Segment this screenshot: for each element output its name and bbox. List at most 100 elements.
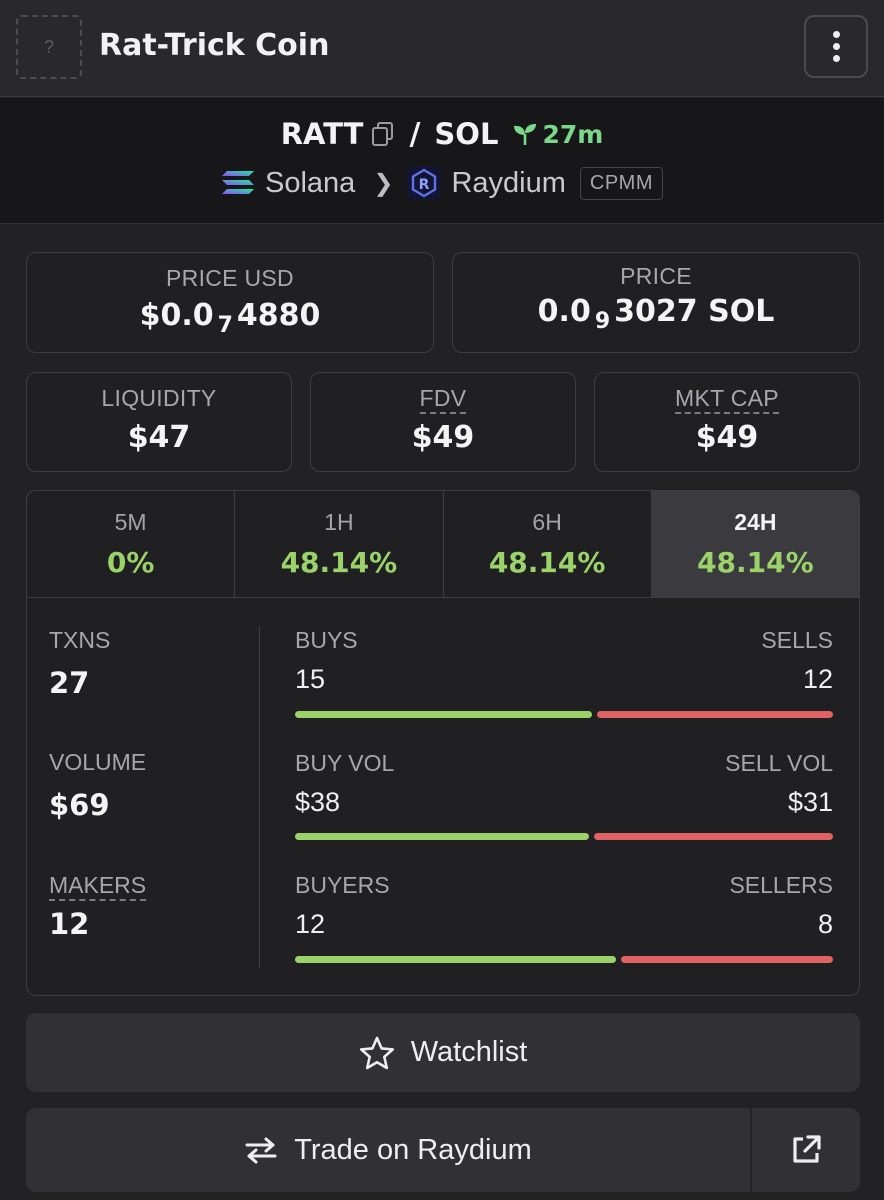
trade-bar: Trade on Raydium xyxy=(26,1108,860,1192)
swap-arrows-icon xyxy=(245,1137,277,1164)
pool-type-badge: CPMM xyxy=(579,166,663,200)
external-link-icon xyxy=(793,1135,821,1163)
tab-5m[interactable]: 5M 0% xyxy=(27,491,236,597)
raydium-icon: R xyxy=(407,166,442,200)
market-cap-card: MKT CAP $49 xyxy=(594,372,860,472)
buyers-label: BUYERS xyxy=(295,872,390,898)
price-usd-digits: 4880 xyxy=(236,298,321,333)
star-icon xyxy=(359,1036,394,1069)
watchlist-label: Watchlist xyxy=(410,1036,528,1068)
external-link-button[interactable] xyxy=(752,1108,860,1192)
token-name: Rat-Trick Coin xyxy=(99,28,330,63)
buys-label: BUYS xyxy=(295,627,358,653)
price-native-prefix: 0.0 xyxy=(537,294,591,329)
market-cap-label[interactable]: MKT CAP xyxy=(675,385,779,414)
more-menu-button[interactable] xyxy=(804,15,868,78)
buyers-bar xyxy=(295,956,616,963)
svg-text:R: R xyxy=(419,177,430,193)
volume-label: VOLUME xyxy=(49,749,147,775)
buy-vol-bar xyxy=(295,833,589,840)
txns-value: 27 xyxy=(49,666,90,700)
liquidity-label: LIQUIDITY xyxy=(101,385,217,411)
sells-label: SELLS xyxy=(761,627,833,653)
sell-vol-label: SELL VOL xyxy=(725,750,833,776)
chevron-right-icon: ❯ xyxy=(373,169,394,197)
sprout-icon xyxy=(514,124,537,145)
makers-stat: MAKERS 12 xyxy=(49,872,147,941)
buyers-value: 12 xyxy=(295,909,326,939)
pair-age: 27m xyxy=(512,120,603,149)
vertical-dots-icon-dot xyxy=(832,43,840,50)
tab-label: 6H xyxy=(532,509,562,535)
pair-title: RATT / SOL 27m xyxy=(0,116,884,152)
makers-label[interactable]: MAKERS xyxy=(49,872,147,901)
pair-age-value: 27m xyxy=(542,119,604,149)
vertical-dots-icon xyxy=(832,31,840,38)
tab-label: 24H xyxy=(734,509,777,535)
tab-label: 5M xyxy=(114,509,147,535)
buys-sells: BUYS SELLS 15 12 xyxy=(295,627,833,695)
stats-panel: 5M 0% 1H 48.14% 6H 48.14% 24H 48.14% TXN… xyxy=(26,490,860,996)
tab-1h[interactable]: 1H 48.14% xyxy=(235,491,444,597)
price-native-value: 0.0 9 3027 SOL xyxy=(453,294,859,334)
solana-icon xyxy=(221,169,255,197)
tab-24h[interactable]: 24H 48.14% xyxy=(651,491,859,597)
tab-label: 1H xyxy=(324,509,354,535)
chain-breadcrumb: Solana ❯ R Raydium CPMM xyxy=(0,164,884,202)
placeholder-mark: ? xyxy=(43,36,54,57)
buy-vol-label: BUY VOL xyxy=(295,750,395,776)
tab-change: 48.14% xyxy=(280,546,398,579)
chain-name[interactable]: Solana xyxy=(265,166,356,199)
tab-change: 48.14% xyxy=(697,546,814,579)
price-native-digits: 3027 SOL xyxy=(614,294,775,329)
buys-bar xyxy=(295,711,592,718)
token-logo-placeholder: ? xyxy=(16,15,82,79)
sells-bar xyxy=(596,711,833,718)
buys-value: 15 xyxy=(295,664,326,694)
price-native-card: PRICE 0.0 9 3027 SOL xyxy=(452,252,860,353)
sell-vol-bar xyxy=(593,833,833,840)
sellers-label: SELLERS xyxy=(729,872,833,898)
pair-info: RATT / SOL 27m xyxy=(0,98,884,224)
market-cap-value: $49 xyxy=(695,420,759,455)
tab-6h[interactable]: 6H 48.14% xyxy=(444,491,652,597)
timeframe-tabs: 5M 0% 1H 48.14% 6H 48.14% 24H 48.14% xyxy=(27,491,859,598)
stats-divider xyxy=(259,626,260,968)
fdv-label[interactable]: FDV xyxy=(419,385,467,414)
price-native-zero-count: 9 xyxy=(594,309,611,334)
app-header: ? Rat-Trick Coin xyxy=(0,0,884,97)
buy-vol-value: $38 xyxy=(295,787,341,817)
trade-label: Trade on Raydium xyxy=(294,1133,532,1166)
volume-stat: VOLUME $69 xyxy=(49,749,146,822)
tab-change: 0% xyxy=(106,546,155,579)
sells-value: 12 xyxy=(802,664,833,694)
fdv-value: $49 xyxy=(411,420,475,455)
sellers-bar xyxy=(620,956,833,963)
vertical-dots-icon-dot xyxy=(832,55,840,62)
quote-symbol: SOL xyxy=(434,117,499,151)
liquidity-value: $47 xyxy=(127,420,191,455)
dex-name[interactable]: Raydium xyxy=(451,166,566,199)
fdv-card: FDV $49 xyxy=(310,372,576,472)
price-usd-zero-count: 7 xyxy=(217,313,233,338)
price-native-label: PRICE xyxy=(620,263,692,289)
copy-icon[interactable] xyxy=(371,121,395,147)
makers-value: 12 xyxy=(49,907,90,941)
buyers-sellers: BUYERS SELLERS 12 8 xyxy=(295,872,833,940)
base-symbol: RATT xyxy=(280,117,364,151)
price-usd-card: PRICE USD $0.0 7 4880 xyxy=(26,252,434,353)
trade-button[interactable]: Trade on Raydium xyxy=(26,1108,752,1192)
price-usd-label: PRICE USD xyxy=(166,265,294,291)
liquidity-card: LIQUIDITY $47 xyxy=(26,372,292,472)
watchlist-button[interactable]: Watchlist xyxy=(26,1013,860,1092)
buy-sell-volume: BUY VOL SELL VOL $38 $31 xyxy=(295,750,833,818)
pair-separator: / xyxy=(409,116,421,152)
volume-value: $69 xyxy=(49,788,110,822)
sellers-value: 8 xyxy=(817,909,833,939)
tab-change: 48.14% xyxy=(488,546,606,579)
txns-stat: TXNS 27 xyxy=(49,627,110,700)
txns-label: TXNS xyxy=(49,627,111,653)
price-usd-prefix: $0.0 xyxy=(139,298,214,333)
sell-vol-value: $31 xyxy=(787,787,833,817)
price-usd-value: $0.0 7 4880 xyxy=(27,298,433,338)
